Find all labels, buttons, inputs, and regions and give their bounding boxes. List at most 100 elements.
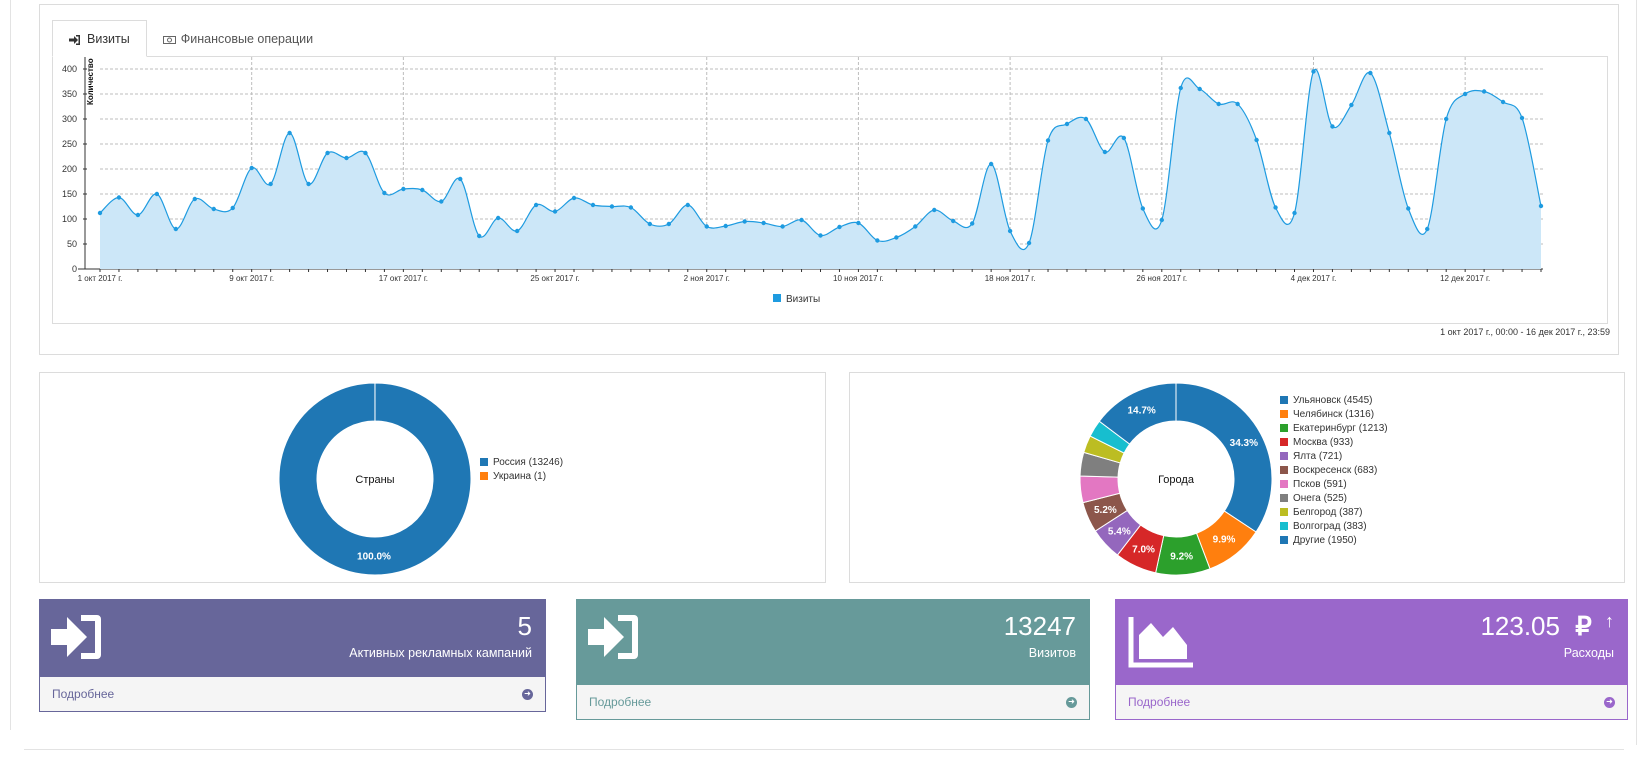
donut-title: Города [1158, 474, 1195, 486]
campaigns-card: 5 Активных рекламных кампаний Подробнее … [39, 599, 546, 712]
legend-item: Россия (13246) [480, 455, 563, 469]
expenses-label: Расходы [1563, 646, 1614, 660]
data-point [1064, 121, 1070, 127]
data-point [477, 233, 482, 239]
legend-item: Ульяновск (4545) [1280, 393, 1388, 407]
legend-swatch [1280, 438, 1288, 446]
slice-label: 7.0% [1132, 544, 1155, 555]
data-point [1007, 228, 1013, 234]
data-point [1083, 116, 1089, 122]
data-point [799, 217, 804, 223]
legend-item: Воскресенск (683) [1280, 463, 1388, 477]
data-point [192, 196, 198, 202]
x-tick-label: 1 окт 2017 г. [78, 274, 123, 283]
data-point [1368, 70, 1373, 76]
area-chart-icon [1127, 613, 1195, 672]
tab-finance-label: Финансовые операции [180, 31, 314, 46]
period-range: 1 окт 2017 г., 00:00 - 16 дек 2017 г., 2… [1440, 327, 1610, 337]
cities-pie-panel: 34.3% 9.9% 9.2% 7.0% 5.4% 5.2% 14.7% Города Уль… [849, 372, 1625, 583]
countries-legend: Россия (13246) Украина (1) [480, 455, 563, 483]
expenses-amount: 123.05 [1480, 611, 1560, 641]
data-point [913, 224, 918, 229]
page-border-bottom [24, 749, 1624, 750]
visits-area-chart: 0 50 100 150 200 250 300 350 400 1 окт 2017 г. 9 о… [62, 57, 1544, 305]
expenses-details-link[interactable]: Подробнее ➜ [1115, 685, 1628, 720]
arrow-circle-right-icon: ➜ [522, 688, 533, 700]
x-tick-label: 12 дек 2017 г. [1440, 274, 1490, 283]
data-point [1443, 116, 1449, 122]
data-point [1481, 89, 1487, 94]
data-point [932, 207, 937, 213]
y-tick-label: 250 [62, 139, 77, 149]
data-point [590, 202, 596, 208]
tab-finance[interactable]: Финансовые операции [147, 20, 329, 57]
slice-label: 100.0% [357, 552, 391, 563]
data-point [723, 223, 728, 229]
legend-swatch [1280, 480, 1288, 488]
data-point [856, 220, 861, 226]
data-point [552, 209, 558, 214]
cities-donut-chart: 34.3% 9.9% 9.2% 7.0%5.4% 5.2% 14.7% Города [1079, 382, 1273, 576]
data-point [1045, 138, 1051, 143]
visits-chart-frame: 0 50 100 150 200 250 300 350 400 1 окт 2017 г. 9 о… [52, 56, 1608, 324]
legend-label: Екатеринбург (1213) [1293, 422, 1388, 434]
expenses-card: 123.05 ₽ ↑ Расходы Подробнее ➜ [1115, 599, 1628, 720]
legend-swatch [1280, 410, 1288, 418]
data-point [609, 204, 615, 209]
legend-item: Волгоград (383) [1280, 519, 1388, 533]
legend-label: Ульяновск (4545) [1293, 394, 1373, 406]
data-point [439, 199, 444, 204]
data-point [1216, 101, 1221, 107]
data-point [268, 181, 273, 187]
data-point [742, 219, 747, 224]
data-point [173, 226, 179, 232]
data-point [1197, 86, 1202, 92]
data-point [894, 235, 899, 240]
legend-swatch [1280, 452, 1288, 460]
legend-item: Онега (525) [1280, 491, 1388, 505]
ruble-icon: ₽ [1575, 611, 1592, 641]
legend-swatch [1280, 396, 1288, 404]
legend-item: Ялта (721) [1280, 449, 1388, 463]
campaigns-details-link[interactable]: Подробнее ➜ [39, 677, 546, 712]
data-point [1538, 203, 1544, 209]
tab-visits[interactable]: Визиты [52, 20, 147, 57]
data-point [571, 195, 577, 201]
arrow-circle-right-icon: ➜ [1604, 696, 1615, 708]
legend-label: Украина (1) [493, 470, 547, 482]
legend-label: Визиты [786, 294, 820, 305]
data-point [230, 205, 235, 211]
visits-details-link[interactable]: Подробнее ➜ [576, 685, 1090, 720]
legend-swatch [1280, 494, 1288, 502]
legend-label: Ялта (721) [1293, 450, 1343, 462]
data-point [1406, 206, 1411, 211]
tab-visits-label: Визиты [87, 31, 130, 46]
visits-details-label: Подробнее [589, 695, 652, 709]
page-border-left [10, 0, 11, 730]
x-tick-label: 17 окт 2017 г. [379, 274, 428, 283]
legend-swatch [773, 294, 781, 302]
expenses-details-label: Подробнее [1128, 695, 1191, 709]
legend-item: Белгород (387) [1280, 505, 1388, 519]
sign-in-icon [588, 613, 640, 664]
y-axis-label: Количество [86, 58, 95, 105]
legend-swatch [1280, 424, 1288, 432]
data-point [514, 228, 520, 234]
data-point [1102, 149, 1108, 155]
data-point [704, 224, 709, 229]
data-point [1500, 99, 1506, 105]
data-point [249, 165, 254, 171]
visits-area-fill [100, 69, 1541, 269]
y-tick-label: 100 [62, 214, 77, 224]
visits-label: Визитов [1028, 646, 1076, 660]
data-point [382, 190, 387, 196]
slice-label: 9.9% [1213, 535, 1236, 546]
data-point [780, 224, 785, 229]
countries-donut-chart: 100.0% Страны [278, 382, 472, 576]
legend-item: Челябинск (1316) [1280, 407, 1388, 421]
data-point [628, 205, 634, 210]
legend-item: Украина (1) [480, 469, 563, 483]
data-point [1121, 135, 1127, 141]
visits-chart-panel: Визиты Финансовые операции 0 50 100 150 200 2… [39, 4, 1619, 355]
data-point [875, 238, 880, 243]
